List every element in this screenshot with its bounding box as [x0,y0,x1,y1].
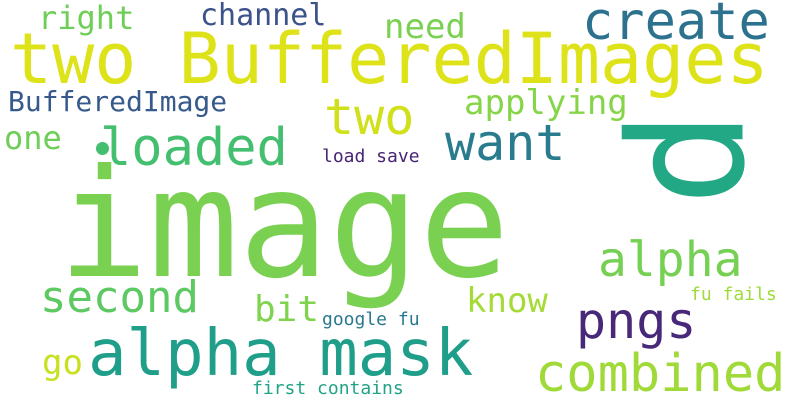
word-fu-fails: fu fails [690,284,777,305]
word-alpha: alpha [598,232,743,288]
word-load-save: load save [322,146,420,167]
word-alpha-mask: alpha mask [88,317,474,391]
word-right: right [38,0,135,37]
word-first-contains: first contains [252,378,404,399]
dot-mark [96,142,109,155]
word-two: two [324,88,415,146]
word-image: image [58,138,510,312]
word-one: one [4,119,62,157]
word-go: go [42,343,83,383]
word-pngs: pngs [576,292,697,350]
word-bufferedimage: BufferedImage [8,85,228,118]
word-p: p [617,110,800,207]
word-channel: channel [200,0,327,33]
word-google-fu: google fu [322,309,420,330]
word-second: second [40,272,199,323]
word-loaded: loaded [100,118,288,178]
word-bit: bit [254,289,320,330]
word-want: want [445,114,566,172]
word-need: need [384,7,466,47]
word-know: know [466,281,548,321]
word-create: create [582,0,770,52]
word-two-bufferedimages: two BufferedImages [10,18,769,100]
word-combined: combined [535,344,786,400]
word-applying: applying [464,83,628,123]
